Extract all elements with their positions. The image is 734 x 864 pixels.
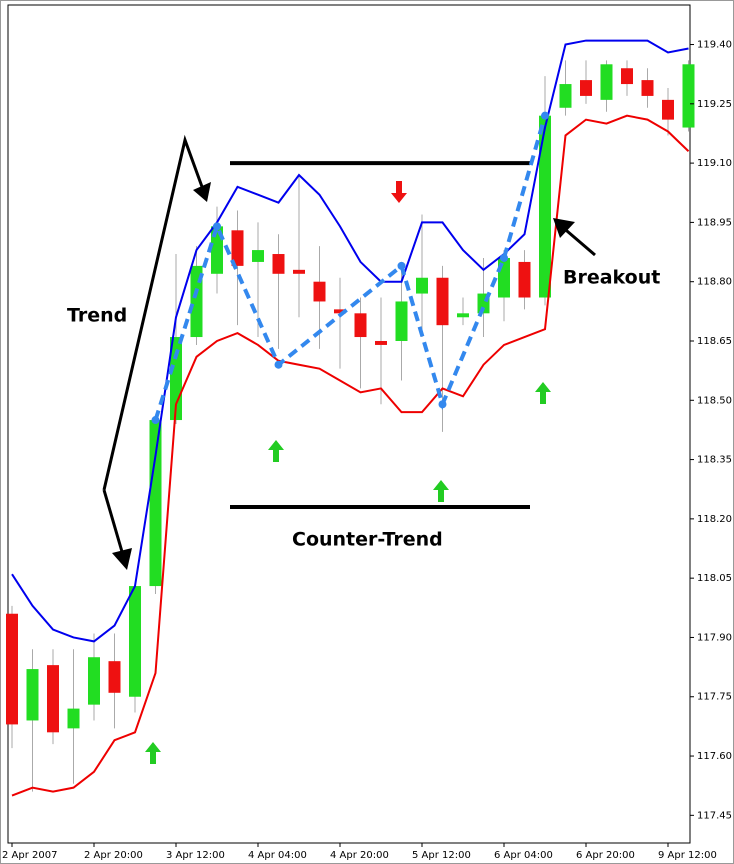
- zigzag-point: [438, 400, 447, 409]
- annotation: Trend: [67, 305, 127, 327]
- candle-body: [149, 420, 162, 587]
- candle-body: [211, 226, 223, 274]
- candle-body: [559, 84, 572, 108]
- zigzag-point: [541, 111, 549, 120]
- candle-body: [600, 64, 613, 100]
- y-tick-label: 118.20: [697, 514, 732, 525]
- zigzag-point: [500, 253, 508, 262]
- candle-body: [641, 80, 654, 96]
- x-tick-label: 4 Apr 04:00: [248, 850, 307, 861]
- candle-body: [375, 340, 387, 345]
- y-tick-label: 118.80: [697, 277, 732, 288]
- arrow-heads: [112, 182, 575, 570]
- x-tick-label: 3 Apr 12:00: [166, 850, 225, 861]
- y-tick-label: 119.40: [697, 40, 732, 51]
- candle-body: [293, 269, 305, 274]
- down-signal: [391, 181, 407, 203]
- y-tick-label: 118.35: [697, 455, 732, 466]
- candle-body: [252, 250, 264, 262]
- candle-body: [518, 261, 531, 298]
- candle-body: [416, 277, 428, 294]
- candle-body: [67, 708, 80, 729]
- y-tick-label: 118.65: [697, 336, 732, 347]
- zigzag-point: [397, 261, 406, 270]
- y-tick-label: 118.50: [697, 395, 732, 406]
- x-tick-label: 2 Apr 20:00: [84, 850, 143, 861]
- candle-body: [47, 665, 59, 733]
- candle-body: [334, 309, 346, 314]
- candle-body: [354, 313, 367, 338]
- candle-body: [26, 669, 39, 721]
- y-tick-label: 117.90: [697, 632, 732, 643]
- y-tick-label: 117.60: [697, 751, 732, 762]
- x-tick-label: 6 Apr 20:00: [576, 850, 635, 861]
- zigzag-point: [213, 222, 221, 231]
- candle-body: [88, 657, 100, 705]
- y-tick-label: 119.10: [697, 158, 732, 169]
- candle-body: [539, 115, 551, 298]
- zigzag-point: [274, 360, 283, 369]
- candle-body: [436, 277, 449, 326]
- x-tick-label: 4 Apr 20:00: [330, 850, 389, 861]
- y-tick-label: 118.05: [697, 573, 732, 584]
- x-tick-label: 6 Apr 04:00: [494, 850, 553, 861]
- band-line: [11, 114, 690, 797]
- candle-body: [313, 281, 326, 302]
- annotation: Breakout: [563, 267, 660, 289]
- candle-body: [395, 301, 408, 341]
- y-tick-label: 117.45: [697, 810, 732, 821]
- candle-body: [272, 254, 285, 274]
- marks: [6, 39, 695, 797]
- candle-body: [621, 68, 633, 85]
- candle-body: [662, 99, 674, 120]
- x-tick-label: 2 Apr 2007: [2, 850, 57, 861]
- candle-body: [457, 313, 469, 318]
- candle-body: [6, 613, 18, 725]
- candle-body: [108, 661, 121, 693]
- x-tick-label: 9 Apr 12:00: [658, 850, 717, 861]
- zigzag-point: [151, 416, 160, 425]
- up-signals: [145, 382, 551, 764]
- band-line: [11, 39, 689, 643]
- candle-body: [190, 265, 203, 338]
- candle-body: [580, 80, 592, 96]
- plot-area: [7, 4, 691, 844]
- candle-body: [682, 64, 695, 128]
- y-tick-label: 118.95: [697, 217, 732, 228]
- candle-body: [231, 230, 244, 266]
- candle-body: [129, 586, 141, 697]
- annotation: Counter-Trend: [292, 529, 443, 551]
- y-tick-label: 117.75: [697, 692, 732, 703]
- x-tick-label: 5 Apr 12:00: [412, 850, 471, 861]
- y-tick-label: 119.25: [697, 99, 732, 110]
